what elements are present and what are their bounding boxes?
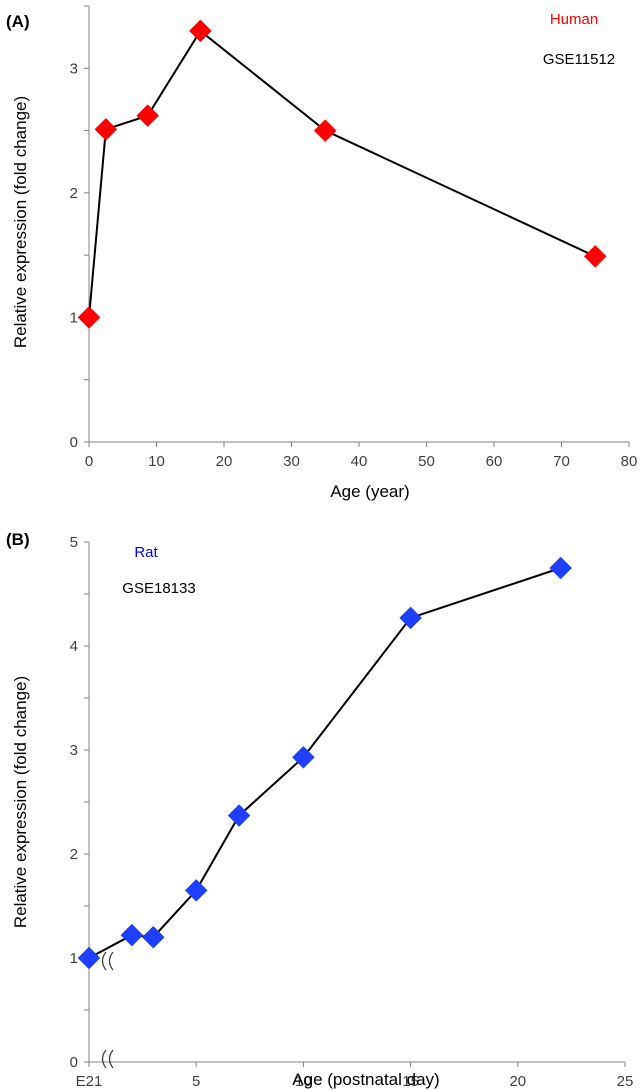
- panel-b-data-point: [549, 556, 573, 580]
- panel-a-x-tick-label: 80: [621, 453, 638, 470]
- panel-b-series: [77, 556, 573, 970]
- panel-b-x-tick-label: 5: [192, 1073, 200, 1090]
- panel-b-y-tick-label: 5: [70, 534, 78, 551]
- panel-b-x-tick-label: E21: [76, 1073, 103, 1090]
- panel-a-axes: [88, 6, 629, 443]
- panel-b-axis-break-marks: [101, 951, 114, 1069]
- panel-a-y-tick-label: 0: [70, 434, 78, 451]
- panel-b-y-tick-label: 4: [70, 638, 78, 655]
- panel-b-y-tick-label: 1: [70, 950, 78, 967]
- panel-a-data-point: [94, 117, 118, 141]
- panel-a-y-title: Relative expression (fold change): [11, 96, 30, 348]
- panel-b-data-point: [77, 946, 101, 970]
- panel-b-data-point: [292, 745, 315, 769]
- panel-a-series: [77, 19, 607, 329]
- panel-b: (B) 0 1 2 3 4 5 E21 5 10 15 20 25 Rat GSE18133 Age…: [6, 530, 633, 1090]
- panel-a-dataset-label: GSE11512: [543, 51, 615, 68]
- panel-b-x-tick-label: 10: [295, 1073, 312, 1090]
- panel-a: (A) 0 1 2 3 0 10 20 30 40 50 60 70 80 Human GSE1151…: [6, 5, 638, 501]
- panel-a-x-tick-label: 40: [351, 453, 368, 470]
- panel-b-y-tick-label: 3: [70, 742, 78, 759]
- panel-a-label: (A): [6, 12, 30, 31]
- panel-a-x-tick-label: 20: [216, 453, 233, 470]
- panel-a-species-label: Human: [550, 11, 598, 28]
- panel-a-x-tick-label: 70: [553, 453, 570, 470]
- panel-b-label: (B): [6, 530, 30, 549]
- panel-a-data-point: [583, 245, 607, 268]
- panel-a-y-ticks: 0 1 2 3: [70, 5, 89, 451]
- panel-a-y-tick-label: 3: [70, 60, 78, 77]
- panel-a-x-title: Age (year): [330, 482, 409, 501]
- panel-b-data-point: [120, 923, 144, 947]
- panel-b-data-point: [141, 925, 165, 949]
- panel-a-data-point: [136, 104, 160, 127]
- panel-b-y-tick-label: 2: [70, 846, 78, 863]
- panel-b-data-point: [184, 879, 208, 902]
- panel-a-x-tick-label: 60: [486, 453, 503, 470]
- panel-b-dataset-label: GSE18133: [122, 580, 195, 597]
- panel-a-x-tick-label: 10: [148, 453, 165, 470]
- panel-a-x-ticks: 0 10 20 30 40 50 60 70 80: [85, 442, 638, 470]
- panel-b-data-point: [399, 606, 422, 630]
- panel-a-y-tick-label: 2: [70, 185, 78, 202]
- panel-b-series-line: [88, 567, 561, 959]
- panel-b-y-ticks: 0 1 2 3 4 5: [70, 534, 89, 1071]
- panel-b-x-tick-label: 15: [402, 1073, 419, 1090]
- axis-break-mark: [101, 1049, 107, 1069]
- panel-b-axes: [88, 542, 625, 1063]
- panel-b-x-title: Age (postnatal day): [292, 1070, 439, 1089]
- panel-a-x-tick-label: 30: [283, 453, 300, 470]
- panel-a-data-point: [189, 19, 212, 43]
- panel-b-x-tick-label: 25: [617, 1073, 634, 1090]
- axis-break-mark: [101, 951, 107, 971]
- panel-a-y-tick-label: 1: [70, 309, 78, 326]
- panel-b-y-tick-label: 0: [70, 1054, 78, 1071]
- axis-break-mark: [108, 1049, 114, 1069]
- panel-b-x-ticks: E21 5 10 15 20 25: [76, 1062, 634, 1090]
- panel-a-x-tick-label: 50: [418, 453, 435, 470]
- panel-b-data-point: [227, 804, 251, 827]
- panel-a-data-point: [77, 306, 101, 329]
- panel-a-series-line: [88, 29, 596, 318]
- panel-b-species-label: Rat: [134, 544, 158, 561]
- panel-a-data-point: [313, 119, 337, 142]
- axis-break-mark: [108, 951, 114, 971]
- panel-b-y-title: Relative expression (fold change): [11, 676, 30, 928]
- panel-a-x-tick-label: 0: [85, 453, 93, 470]
- panel-b-x-tick-label: 20: [509, 1073, 526, 1090]
